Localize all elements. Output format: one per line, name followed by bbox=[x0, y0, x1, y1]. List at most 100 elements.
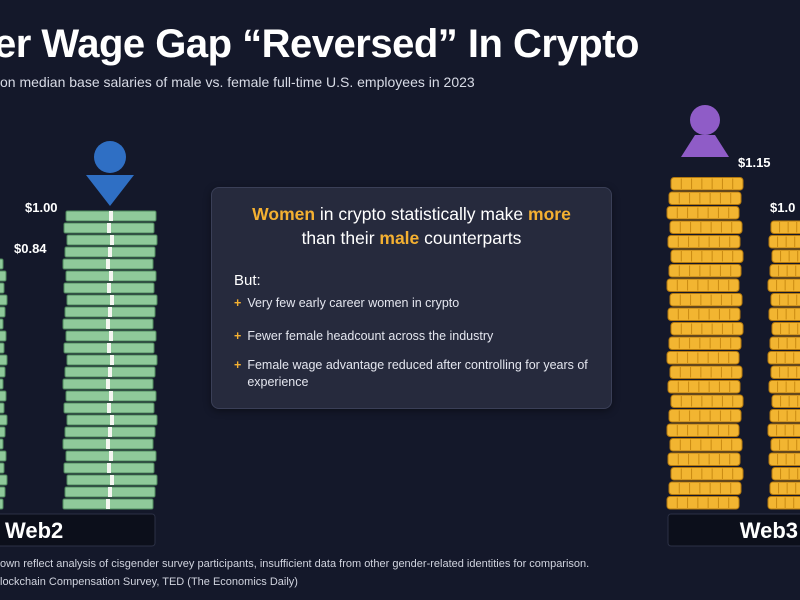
headline-text-b: than their bbox=[301, 228, 380, 248]
bill-layer bbox=[0, 378, 4, 390]
coin-layer bbox=[770, 438, 800, 452]
bill-band bbox=[108, 367, 112, 377]
bill-band bbox=[109, 211, 113, 221]
coin-layer bbox=[771, 467, 800, 481]
panel-headline: Women in crypto statistically make more … bbox=[212, 202, 611, 250]
coin-layer bbox=[667, 380, 741, 394]
bill-band bbox=[106, 379, 110, 389]
bill-layer bbox=[0, 294, 8, 306]
coin-layer bbox=[668, 191, 742, 205]
coin-layer bbox=[669, 438, 743, 452]
but-label: But: bbox=[234, 272, 261, 289]
bullet-item: + Fewer female headcount across the indus… bbox=[234, 328, 594, 345]
coin-layer bbox=[669, 293, 743, 307]
bill-layer bbox=[0, 366, 6, 378]
coin-layer bbox=[770, 220, 800, 234]
bill-band bbox=[109, 391, 113, 401]
coin-layer bbox=[669, 365, 743, 379]
coin-layer bbox=[767, 496, 800, 510]
icon-body bbox=[681, 135, 729, 157]
bill-band bbox=[106, 259, 110, 269]
chart-subtitle: on median base salaries of male vs. fema… bbox=[0, 74, 475, 90]
coin-layer bbox=[771, 394, 800, 408]
female-person-icon bbox=[681, 105, 729, 157]
coin-layer bbox=[670, 394, 744, 408]
male-person-icon bbox=[86, 141, 134, 206]
headline-line-2: than their male counterparts bbox=[212, 226, 611, 250]
bill-band bbox=[107, 403, 111, 413]
coin-layer bbox=[667, 307, 741, 321]
coin-stack-bar bbox=[767, 220, 800, 510]
coin-layer bbox=[670, 249, 744, 263]
bill-band bbox=[108, 487, 112, 497]
cash-stack-bar bbox=[62, 210, 158, 510]
plus-icon: + bbox=[234, 329, 242, 343]
icon-head bbox=[690, 105, 720, 135]
source-note: lockchain Compensation Survey, TED (The … bbox=[0, 576, 298, 588]
chart-title: er Wage Gap “Reversed” In Crypto bbox=[0, 22, 639, 66]
platform: Web3 bbox=[667, 513, 800, 547]
coin-layer bbox=[770, 293, 800, 307]
cash-stack-bar bbox=[0, 258, 8, 510]
coin-layer bbox=[667, 235, 741, 249]
bill-band bbox=[110, 415, 114, 425]
bill-layer bbox=[0, 330, 7, 342]
coin-layer bbox=[769, 481, 800, 495]
platform: Web2 bbox=[0, 513, 156, 547]
platform-label: Web3 bbox=[740, 518, 798, 543]
bill-layer bbox=[0, 414, 8, 426]
bullet-text: Female wage advantage reduced after cont… bbox=[247, 358, 588, 389]
headline-text-c: counterparts bbox=[419, 228, 522, 248]
bullet-text: Fewer female headcount across the indust… bbox=[247, 329, 494, 343]
icon-body bbox=[86, 175, 134, 206]
bill-band bbox=[107, 343, 111, 353]
bill-layer bbox=[0, 258, 4, 270]
bill-layer bbox=[0, 270, 7, 282]
bill-layer bbox=[0, 390, 7, 402]
coin-layer bbox=[668, 336, 742, 350]
coin-layer bbox=[666, 278, 740, 292]
coin-layer bbox=[668, 481, 742, 495]
bill-band bbox=[110, 475, 114, 485]
bill-band bbox=[107, 223, 111, 233]
coin-layer bbox=[666, 423, 740, 437]
coin-layer bbox=[666, 351, 740, 365]
bill-layer bbox=[0, 450, 7, 462]
coin-layer bbox=[770, 365, 800, 379]
insight-panel: Women in crypto statistically make more … bbox=[211, 187, 612, 409]
coin-layer bbox=[767, 423, 800, 437]
coin-layer bbox=[668, 264, 742, 278]
bill-layer bbox=[0, 474, 8, 486]
coin-layer bbox=[670, 467, 744, 481]
bill-layer bbox=[0, 438, 4, 450]
headline-more: more bbox=[528, 204, 571, 224]
bill-band bbox=[106, 439, 110, 449]
bullet-item: + Very few early career women in crypto bbox=[234, 295, 594, 312]
bill-layer bbox=[0, 306, 6, 318]
coin-layer bbox=[769, 264, 800, 278]
platform-label: Web2 bbox=[5, 518, 63, 543]
coin-layer bbox=[768, 452, 800, 466]
headline-text-a: in crypto statistically make bbox=[315, 204, 529, 224]
headline-women: Women bbox=[252, 204, 316, 224]
coin-layer bbox=[767, 278, 800, 292]
plus-icon: + bbox=[234, 296, 242, 310]
coin-layer bbox=[669, 220, 743, 234]
headline-male: male bbox=[379, 228, 420, 248]
bill-band bbox=[106, 499, 110, 509]
bill-layer bbox=[0, 498, 4, 510]
coin-layer bbox=[670, 177, 744, 191]
bill-layer bbox=[0, 486, 6, 498]
coin-layer bbox=[666, 206, 740, 220]
icon-head bbox=[94, 141, 126, 173]
bill-band bbox=[109, 331, 113, 341]
bill-layer bbox=[0, 426, 6, 438]
coin-layer bbox=[670, 322, 744, 336]
coin-layer bbox=[768, 307, 800, 321]
bill-band bbox=[107, 283, 111, 293]
bill-band bbox=[108, 247, 112, 257]
coin-layer bbox=[769, 336, 800, 350]
bill-band bbox=[110, 235, 114, 245]
platform-base bbox=[667, 513, 800, 547]
bill-band bbox=[109, 271, 113, 281]
